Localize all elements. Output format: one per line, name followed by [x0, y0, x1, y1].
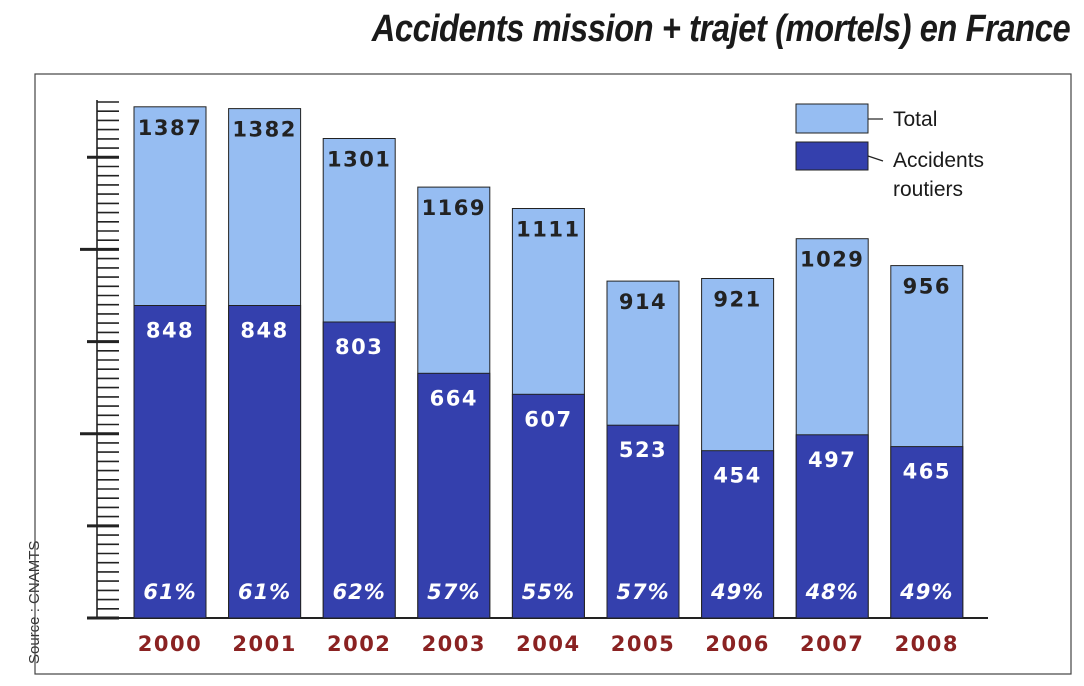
legend-swatch-routiers [795, 141, 869, 171]
bar-routiers-2008 [890, 446, 964, 619]
x-tick-label-2000: 2000 [138, 632, 202, 656]
bar-group-2006: 921 454 49% 2006 [701, 278, 775, 656]
value-label-routiers-2007: 497 [808, 448, 856, 472]
bars-group: 1387 848 61% 2000 1382 848 61% 2001 1301 803 62% 20… [133, 106, 964, 656]
value-label-routiers-2008: 465 [903, 460, 951, 484]
value-label-total-2004: 1111 [516, 218, 580, 242]
bar-group-2002: 1301 803 62% 2002 [322, 138, 396, 656]
value-label-routiers-2004: 607 [524, 407, 572, 431]
bar-group-2004: 1111 607 55% 2004 [511, 208, 585, 656]
value-label-routiers-2002: 803 [335, 335, 383, 359]
bar-routiers-2007 [795, 434, 869, 619]
bar-group-2007: 1029 497 48% 2007 [795, 238, 869, 656]
value-label-total-2001: 1382 [232, 118, 296, 142]
x-tick-label-2004: 2004 [516, 632, 580, 656]
bar-group-2000: 1387 848 61% 2000 [133, 106, 207, 656]
percent-label-2006: 49% [710, 580, 764, 604]
value-label-total-2007: 1029 [800, 248, 864, 272]
y-axis-ticks [80, 100, 119, 620]
value-label-routiers-2006: 454 [713, 464, 761, 488]
bar-routiers-2004 [511, 393, 585, 619]
percent-label-2000: 61% [143, 580, 196, 604]
value-label-routiers-2001: 848 [240, 319, 288, 343]
value-label-total-2002: 1301 [327, 148, 391, 172]
legend-label-routiers-line1: Accidents [893, 149, 984, 172]
value-label-total-2005: 914 [619, 290, 667, 314]
bar-routiers-2003 [417, 372, 491, 619]
value-label-routiers-2005: 523 [619, 438, 667, 462]
x-tick-label-2002: 2002 [327, 632, 391, 656]
bar-group-2008: 956 465 49% 2008 [890, 265, 964, 656]
percent-label-2007: 48% [805, 580, 859, 604]
value-label-total-2003: 1169 [422, 196, 486, 220]
x-tick-label-2008: 2008 [895, 632, 959, 656]
x-tick-label-2006: 2006 [705, 632, 769, 656]
bar-routiers-2002 [322, 321, 396, 619]
bar-routiers-2006 [701, 450, 775, 619]
bar-group-2003: 1169 664 57% 2003 [417, 186, 491, 656]
chart-title: Accidents mission + trajet (mortels) en … [371, 8, 1071, 50]
bar-routiers-2000 [133, 305, 207, 619]
percent-label-2005: 57% [616, 580, 669, 604]
percent-label-2001: 61% [238, 580, 291, 604]
percent-label-2003: 57% [427, 580, 480, 604]
plot-frame [34, 73, 1072, 675]
value-label-routiers-2000: 848 [146, 319, 194, 343]
legend-label-total: Total [893, 108, 937, 131]
bar-group-2005: 914 523 57% 2005 [606, 280, 680, 656]
value-label-total-2008: 956 [903, 275, 951, 299]
legend-label-routiers-line2: routiers [893, 178, 963, 201]
legend: Total Accidents routiers [795, 103, 984, 201]
bar-routiers-2005 [606, 424, 680, 619]
legend-leader-routiers [867, 155, 884, 162]
x-tick-label-2005: 2005 [611, 632, 675, 656]
legend-swatch-total [795, 103, 869, 134]
value-label-total-2006: 921 [713, 288, 761, 312]
percent-label-2002: 62% [333, 580, 386, 604]
percent-label-2004: 55% [522, 580, 575, 604]
bar-group-2001: 1382 848 61% 2001 [228, 108, 302, 656]
x-tick-label-2007: 2007 [800, 632, 864, 656]
value-label-routiers-2003: 664 [430, 386, 478, 410]
x-tick-label-2001: 2001 [232, 632, 296, 656]
x-tick-label-2003: 2003 [422, 632, 486, 656]
bar-routiers-2001 [228, 305, 302, 619]
percent-label-2008: 49% [899, 580, 953, 604]
value-label-total-2000: 1387 [138, 116, 202, 140]
